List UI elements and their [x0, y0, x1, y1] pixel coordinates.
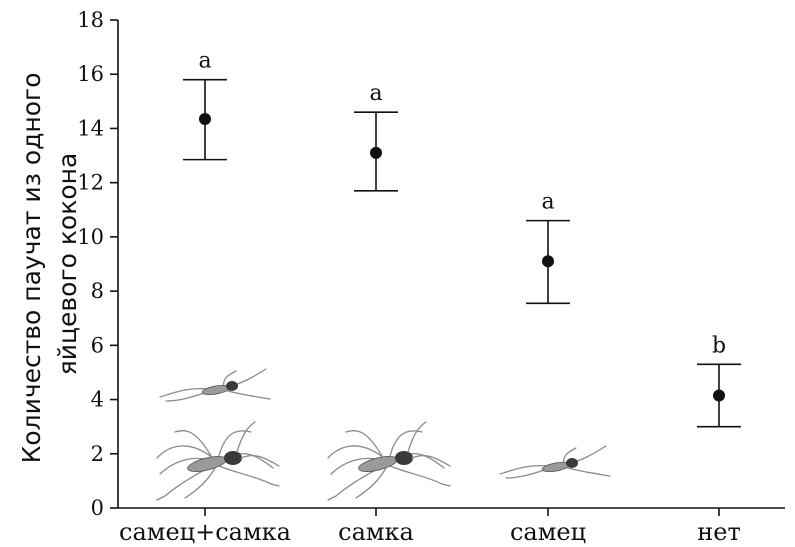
y-tick-label: 16 [77, 62, 104, 86]
y-axis-label-line-1: Количество паучат из одного [17, 73, 46, 464]
y-axis-label: Количество паучат из одного яйцевого кок… [17, 65, 82, 464]
y-tick-label: 2 [91, 442, 104, 466]
x-tick-label: самец+самка [119, 518, 291, 546]
data-points: a a a b [183, 49, 741, 428]
data-point-group: a [354, 81, 398, 192]
small-spider-icon [499, 445, 611, 479]
y-tick-label: 10 [77, 225, 104, 249]
significance-letter: a [541, 190, 554, 215]
y-axis-label-line-2: яйцевого кокона [53, 153, 82, 376]
y-tick-label: 12 [77, 171, 104, 195]
data-point-marker [713, 389, 725, 402]
large-spider-icon [156, 421, 280, 501]
large-spider-icon [327, 421, 451, 501]
x-tick-label: самка [338, 518, 414, 546]
x-tick-label: самец [510, 518, 586, 546]
data-point-group: a [183, 49, 227, 161]
small-spider-icon [159, 368, 271, 402]
x-ticks: самец+самка самка самец нет [119, 508, 741, 546]
data-point-group: a [526, 190, 570, 305]
y-tick-label: 18 [77, 8, 104, 32]
data-point-marker [370, 146, 382, 159]
y-ticks: 0 2 4 6 8 10 12 14 16 18 [77, 8, 118, 520]
significance-letter: b [712, 333, 726, 358]
y-tick-label: 0 [91, 496, 104, 520]
y-tick-label: 4 [91, 388, 104, 412]
y-tick-label: 6 [91, 333, 104, 357]
spider-icons-layer [156, 368, 611, 501]
data-point-marker [542, 255, 554, 268]
data-point-group: b [697, 333, 741, 428]
data-point-marker [199, 112, 211, 125]
x-tick-label: нет [697, 518, 740, 546]
significance-letter: a [198, 49, 211, 74]
y-tick-label: 14 [77, 116, 104, 140]
y-tick-label: 8 [91, 279, 104, 303]
significance-letter: a [369, 81, 382, 106]
